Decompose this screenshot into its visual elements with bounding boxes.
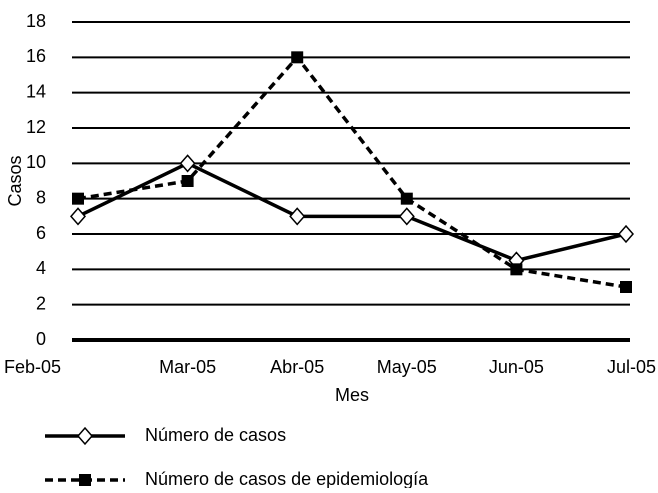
point [510,263,523,276]
y-tick-label: 0 [36,329,46,349]
legend-label: Número de casos de epidemiología [145,469,429,488]
point [400,192,413,205]
y-tick-label: 6 [36,223,46,243]
point [179,154,196,173]
series-line [77,54,627,289]
series-line [77,161,627,263]
point [79,474,91,486]
point [72,192,84,205]
point [181,175,194,187]
legend-label: Número de casos [145,425,286,445]
x-tick-label: Mar-05 [159,357,216,377]
y-axis-label: Casos [5,155,25,206]
y-tick-label: 8 [36,187,46,207]
x-tick-label: Abr-05 [270,357,324,377]
x-tick-label: May-05 [377,357,437,377]
point [618,224,634,244]
y-tick-label: 12 [26,117,46,137]
y-tick-label: 10 [26,152,46,172]
point [289,207,306,226]
point [398,207,415,226]
y-tick-label: 16 [26,46,46,66]
x-tick-label: Jul-05 [607,357,656,377]
point [70,207,86,226]
y-tick-label: 2 [36,293,46,313]
point [291,51,304,64]
x-axis-label: Mes [335,385,369,405]
x-tick-label: Feb-05 [4,357,61,377]
y-tick-label: 4 [36,258,46,278]
y-tick-label: 18 [26,11,46,31]
x-tick-label: Jun-05 [489,357,544,377]
point [620,281,632,293]
point [77,426,93,446]
y-tick-label: 14 [26,81,46,101]
